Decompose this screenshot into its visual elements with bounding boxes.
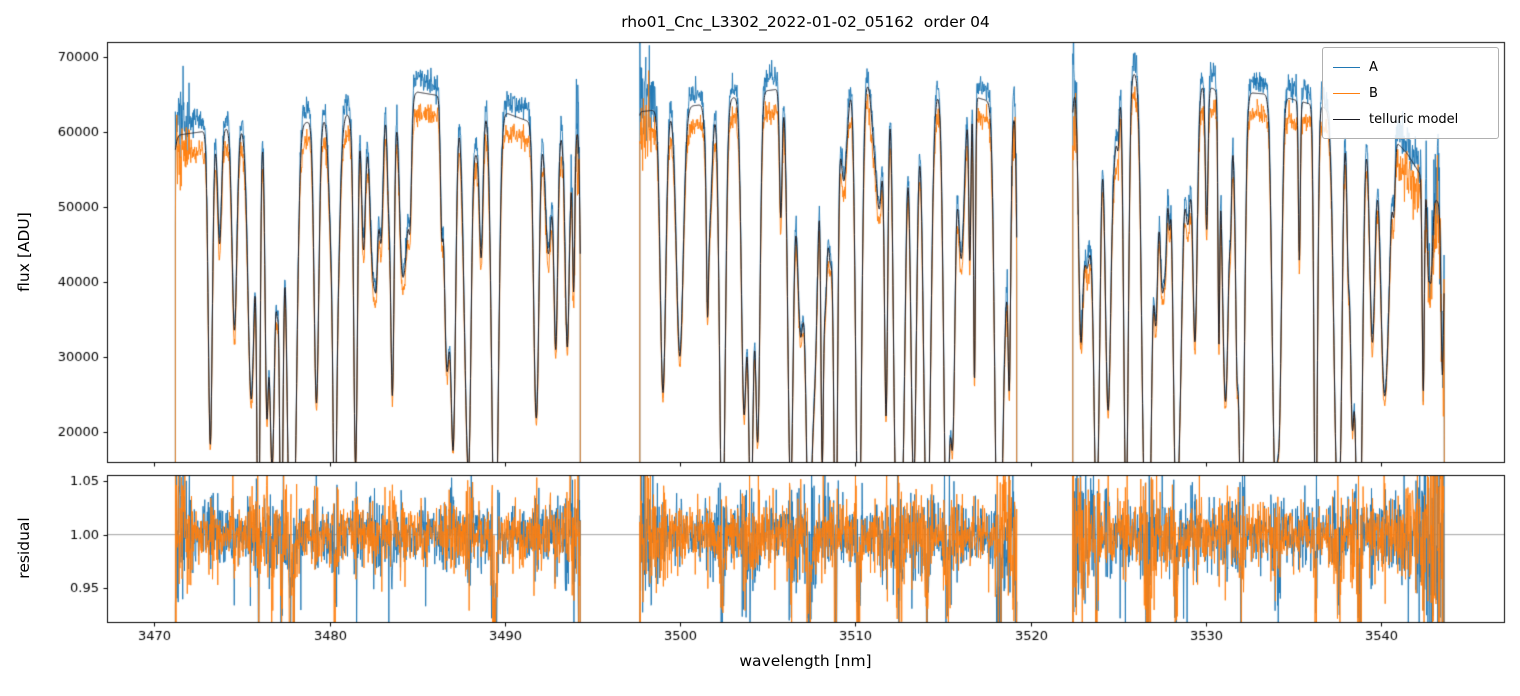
legend-line-a-icon [1333, 66, 1360, 68]
legend: A B telluric model [1322, 47, 1499, 139]
legend-line-b-icon [1333, 92, 1360, 94]
legend-item-telluric-model: telluric model [1333, 106, 1488, 132]
legend-line-telluric-icon [1333, 118, 1360, 120]
figure-title: rho01_Cnc_L3302_2022-01-02_05162 order 0… [621, 13, 990, 31]
legend-label-a: A [1369, 59, 1378, 75]
legend-item-a: A [1333, 54, 1488, 80]
flux-axis-label: flux [ADU] [15, 212, 33, 292]
legend-item-b: B [1333, 80, 1488, 106]
x-axis-label: wavelength [nm] [739, 652, 872, 670]
legend-label-telluric: telluric model [1369, 111, 1459, 127]
residual-axis-label: residual [15, 517, 33, 579]
legend-label-b: B [1369, 85, 1378, 101]
